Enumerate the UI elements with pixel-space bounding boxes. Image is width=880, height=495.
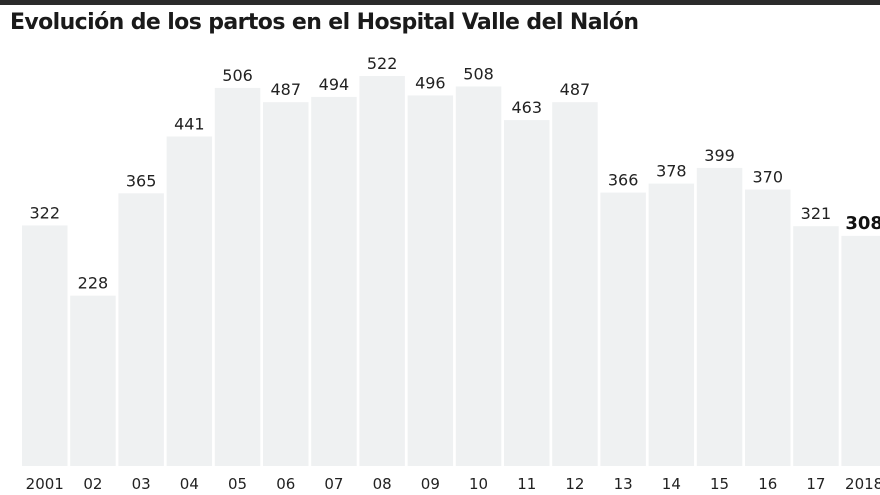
x-tick-2001: 2001	[26, 475, 64, 493]
bar-2001	[22, 225, 68, 466]
value-label-02: 228	[78, 274, 109, 293]
bar-10	[455, 86, 502, 466]
bar-13	[600, 192, 646, 466]
bar-14	[648, 183, 695, 466]
bar-09	[407, 95, 454, 466]
x-tick-09: 09	[421, 475, 440, 493]
x-tick-07: 07	[324, 475, 343, 493]
value-label-08: 522	[367, 54, 398, 73]
x-tick-13: 13	[614, 475, 633, 493]
chart-title: Evolución de los partos en el Hospital V…	[10, 10, 639, 35]
value-label-15: 399	[704, 146, 735, 165]
bar-03	[118, 193, 164, 467]
x-tick-03: 03	[132, 475, 151, 493]
bar-12	[552, 102, 598, 467]
bar-15	[696, 167, 743, 466]
bar-08	[359, 76, 405, 466]
bar-04	[166, 136, 213, 466]
bar-11	[504, 120, 550, 467]
value-label-2018: 308	[845, 213, 880, 234]
x-tick-05: 05	[228, 475, 247, 493]
bar-07	[311, 96, 357, 466]
bar-17	[793, 226, 839, 466]
bar-2018	[841, 235, 880, 466]
x-tick-14: 14	[662, 475, 681, 493]
value-label-06: 487	[270, 80, 301, 99]
bar-05	[214, 87, 261, 466]
top-rule	[0, 0, 880, 5]
value-label-2001: 322	[29, 203, 60, 222]
value-label-03: 365	[126, 171, 157, 190]
x-tick-08: 08	[373, 475, 392, 493]
x-tick-12: 12	[565, 475, 584, 493]
value-label-12: 487	[560, 80, 591, 99]
value-label-07: 494	[319, 75, 350, 94]
x-tick-10: 10	[469, 475, 488, 493]
x-tick-04: 04	[180, 475, 199, 493]
x-tick-16: 16	[758, 475, 777, 493]
x-tick-17: 17	[806, 475, 825, 493]
bar-06	[263, 102, 309, 467]
x-tick-15: 15	[710, 475, 729, 493]
bar-02	[70, 295, 116, 466]
value-label-16: 370	[752, 168, 783, 187]
bar-16	[745, 189, 791, 466]
value-label-13: 366	[608, 171, 639, 190]
value-label-17: 321	[801, 204, 832, 223]
x-tick-2018: 2018	[845, 475, 880, 493]
value-label-04: 441	[174, 115, 205, 134]
x-tick-06: 06	[276, 475, 295, 493]
x-tick-11: 11	[517, 475, 536, 493]
value-label-05: 506	[222, 66, 253, 85]
value-label-11: 463	[511, 98, 542, 117]
x-tick-02: 02	[83, 475, 102, 493]
value-label-09: 496	[415, 73, 446, 92]
value-label-10: 508	[463, 64, 494, 83]
value-label-14: 378	[656, 162, 687, 181]
